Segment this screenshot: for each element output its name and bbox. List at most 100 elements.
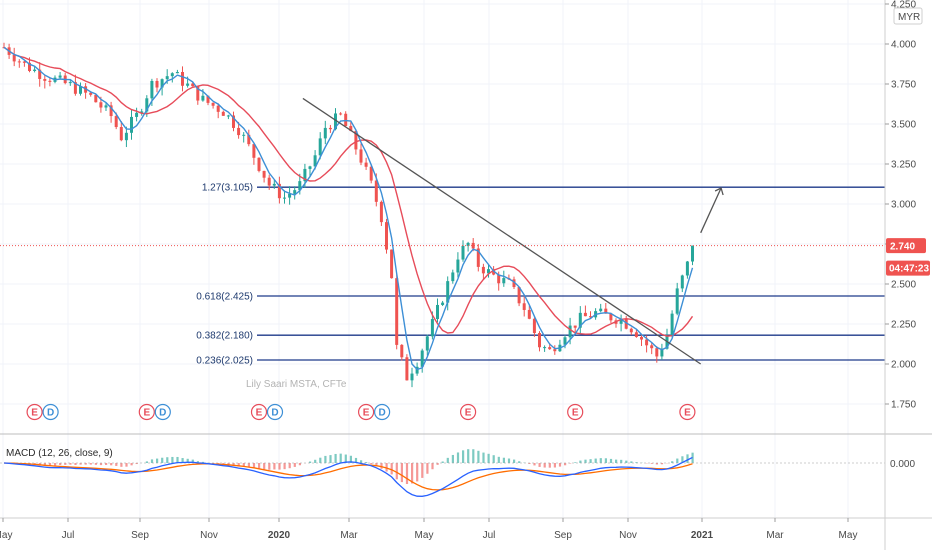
- time-tick-label: Mar: [340, 530, 358, 541]
- candle-body: [79, 86, 82, 94]
- candle-body: [58, 75, 62, 78]
- macd-histogram-bar: [115, 463, 118, 466]
- current-price-label: 2.740: [890, 242, 915, 253]
- candle-body: [155, 80, 159, 88]
- candle-body: [150, 80, 154, 99]
- dividend-event-marker[interactable]: [374, 403, 391, 421]
- countdown-badge: 04:47:23: [886, 260, 930, 276]
- macd-histogram-bar: [293, 463, 296, 467]
- macd-histogram-bar: [467, 449, 470, 463]
- time-axis[interactable]: May Jul Sep Nov 2020 Mar May Jul Sep Nov 2021 Mar Ma…: [0, 518, 857, 541]
- candle-body: [675, 288, 679, 314]
- event-marker-label: D: [271, 408, 278, 419]
- time-tick-label: 2020: [268, 530, 291, 541]
- macd-histogram-bar: [99, 463, 103, 466]
- macd-histogram-bar: [237, 463, 240, 467]
- candle-body: [425, 336, 429, 351]
- candle-body: [604, 308, 608, 314]
- candle-body: [283, 197, 286, 199]
- macd-histogram-bar: [599, 458, 602, 463]
- macd-histogram-bar: [385, 463, 388, 472]
- candle-body: [323, 127, 327, 139]
- candle-body: [548, 347, 552, 350]
- macd-histogram-bar: [477, 450, 480, 463]
- candle-body: [497, 274, 501, 284]
- candle-body: [257, 157, 261, 171]
- candle-body: [660, 348, 664, 357]
- fib-level-label: 0.618(2.425): [196, 292, 253, 303]
- projection-arrow[interactable]: [700, 187, 724, 234]
- earnings-event-marker[interactable]: [358, 403, 375, 421]
- price-axis[interactable]: 4.2504.0003.7503.5003.2503.0002.7502.500…: [885, 0, 916, 411]
- macd-histogram-bar: [456, 452, 460, 463]
- candle-body: [33, 69, 37, 71]
- time-tick-label: Sep: [131, 530, 149, 541]
- current-price-badge-box: [886, 238, 926, 254]
- macd-histogram-bar: [273, 463, 276, 470]
- candle-body: [670, 313, 674, 336]
- earnings-event-marker[interactable]: [138, 403, 155, 421]
- earnings-event-marker[interactable]: [460, 403, 477, 421]
- event-marker-label: E: [465, 408, 472, 419]
- candle-body: [43, 78, 47, 81]
- macd-histogram-bar: [676, 458, 679, 463]
- candle-body: [466, 242, 470, 246]
- candle-body: [527, 309, 531, 319]
- macd-histogram-bar: [161, 457, 164, 463]
- macd-histogram-bar: [176, 456, 179, 463]
- earnings-event-marker[interactable]: [26, 403, 43, 421]
- candle-body: [487, 269, 490, 274]
- candle-body: [553, 349, 557, 352]
- candle-body: [629, 328, 633, 333]
- candle-body: [451, 272, 455, 282]
- candle-body: [293, 190, 297, 194]
- macd-histogram-bar: [110, 463, 113, 466]
- downtrend-line[interactable]: [302, 97, 702, 365]
- candle-body: [237, 127, 241, 136]
- time-tick-label: May: [0, 530, 12, 541]
- candle-body: [481, 266, 485, 274]
- time-tick-label: May: [415, 530, 434, 541]
- macd-histogram-bar: [227, 463, 230, 466]
- price-pane-background: [0, 0, 885, 433]
- candle-body: [436, 304, 439, 320]
- macd-histogram-bar: [334, 453, 337, 463]
- candle-body: [114, 116, 118, 128]
- price-tick-label: 3.500: [891, 120, 916, 131]
- macd-histogram-bar: [186, 458, 189, 463]
- macd-histogram-bar: [451, 454, 454, 463]
- author-watermark: Lily Saari MSTA, CFTe: [246, 379, 347, 390]
- projection-arrow-head: [714, 187, 724, 196]
- candle-body: [201, 95, 205, 101]
- macd-histogram-bar: [681, 456, 684, 463]
- candle-body: [359, 149, 363, 163]
- candle-body: [221, 111, 225, 116]
- earnings-event-marker[interactable]: [567, 403, 584, 421]
- fibonacci-levels[interactable]: 1.27(3.105) 0.618(2.425) 0.382(2.180) 0.236…: [196, 183, 885, 367]
- macd-histogram-bar: [543, 463, 546, 468]
- fib-level-label: 0.382(2.180): [196, 331, 253, 342]
- time-tick-label: Nov: [200, 530, 218, 541]
- macd-histogram-bar: [686, 454, 689, 463]
- time-tick-label: Jul: [62, 530, 75, 541]
- candle-body: [124, 132, 128, 141]
- macd-histogram-bar: [89, 463, 92, 465]
- macd-histogram-bar: [630, 461, 633, 463]
- candle-body: [512, 279, 516, 288]
- candle-body: [456, 259, 460, 273]
- dividend-event-marker[interactable]: [266, 403, 284, 421]
- dividend-event-marker[interactable]: [154, 403, 171, 421]
- earnings-event-marker[interactable]: [250, 403, 268, 421]
- macd-indicator-label[interactable]: MACD (12, 26, close, 9): [6, 448, 113, 459]
- macd-histogram-bar: [120, 463, 123, 467]
- macd-histogram-bar: [507, 458, 511, 463]
- macd-histogram-bar: [533, 463, 536, 466]
- candle-body: [145, 98, 149, 112]
- earnings-event-marker[interactable]: [679, 403, 696, 421]
- macd-zero-axis-label: 0.000: [890, 459, 915, 470]
- macd-histogram-bar: [441, 461, 444, 463]
- candle-body: [175, 71, 179, 74]
- dividend-event-marker[interactable]: [42, 403, 59, 421]
